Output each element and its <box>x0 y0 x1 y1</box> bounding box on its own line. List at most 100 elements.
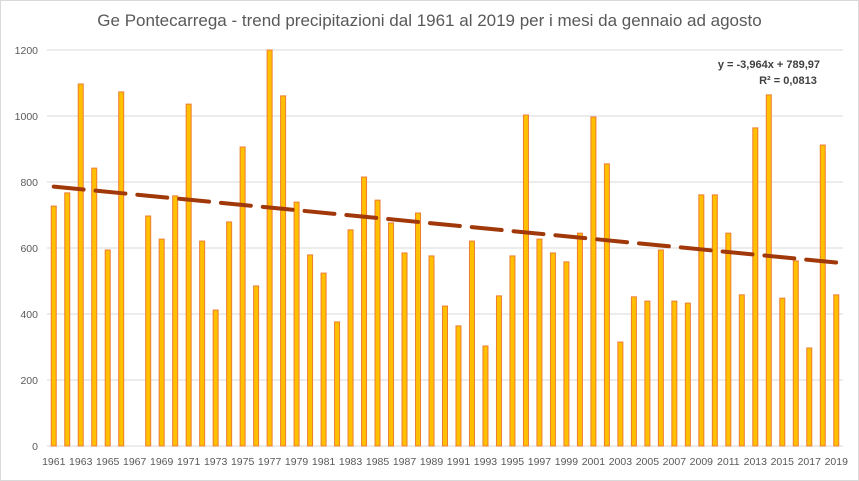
trendline-r2: R² = 0,0813 <box>759 75 817 87</box>
x-tick-label: 1975 <box>231 456 255 468</box>
bar-2009 <box>698 194 705 447</box>
x-tick-label: 1971 <box>177 456 201 468</box>
x-tick-label: 1965 <box>96 456 120 468</box>
bar-2000 <box>576 232 583 447</box>
bar-1992 <box>468 240 475 447</box>
bar-1969 <box>158 238 165 447</box>
x-tick-label: 1997 <box>528 456 552 468</box>
x-tick-label: 2005 <box>636 456 660 468</box>
x-axis-ticks: 1961 1963 1965 1967 1969 1971 1973 1975 1977 1979… <box>42 456 848 468</box>
bar-1974 <box>226 221 233 447</box>
y-tick-label: 0 <box>32 441 38 453</box>
y-tick-label: 600 <box>20 243 38 255</box>
bar-2007 <box>671 300 678 447</box>
x-tick-label: 2009 <box>690 456 714 468</box>
x-tick-label: 1973 <box>204 456 228 468</box>
bar-1966 <box>118 91 125 447</box>
bar-1983 <box>347 229 354 447</box>
x-tick-label: 1963 <box>69 456 93 468</box>
x-tick-label: 1979 <box>285 456 309 468</box>
x-tick-label: 1967 <box>123 456 147 468</box>
bar-2016 <box>792 260 799 447</box>
y-tick-label: 800 <box>20 177 38 189</box>
bar-1997 <box>536 238 543 447</box>
x-tick-label: 1981 <box>312 456 336 468</box>
bar-1980 <box>307 254 314 447</box>
bar-1982 <box>334 321 341 447</box>
bar-1995 <box>509 255 516 447</box>
y-tick-label: 200 <box>20 375 38 387</box>
x-tick-label: 2013 <box>744 456 768 468</box>
bars <box>50 49 840 447</box>
bar-1972 <box>199 240 206 447</box>
bar-1963 <box>77 83 84 447</box>
y-tick-label: 400 <box>20 309 38 321</box>
bar-1990 <box>442 305 448 447</box>
x-tick-label: 1977 <box>258 456 282 468</box>
bar-2019 <box>833 294 840 447</box>
x-tick-label: 1989 <box>420 456 444 468</box>
x-tick-label: 1987 <box>393 456 417 468</box>
x-tick-label: 2003 <box>609 456 633 468</box>
bar-2013 <box>752 127 759 447</box>
chart-title: Ge Pontecarrega - trend precipitazioni d… <box>97 11 762 30</box>
bar-1988 <box>415 212 422 447</box>
y-tick-label: 1000 <box>15 111 39 123</box>
bar-2005 <box>644 300 651 447</box>
bar-1978 <box>280 95 287 447</box>
bar-1971 <box>185 103 192 447</box>
bar-1993 <box>482 345 489 447</box>
x-tick-label: 1961 <box>42 456 66 468</box>
x-tick-label: 2019 <box>825 456 849 468</box>
bar-2001 <box>590 116 597 447</box>
bar-2011 <box>725 232 732 447</box>
bar-1977 <box>266 49 273 447</box>
x-tick-label: 2001 <box>582 456 606 468</box>
trendline <box>51 184 839 265</box>
bar-2018 <box>819 144 826 447</box>
x-tick-label: 2007 <box>663 456 687 468</box>
bar-2015 <box>779 297 786 447</box>
y-tick-label: 1200 <box>15 45 39 57</box>
bar-1998 <box>549 252 556 447</box>
bar-1996 <box>522 114 529 447</box>
bar-1986 <box>388 222 395 447</box>
x-tick-label: 1999 <box>555 456 579 468</box>
bar-1961 <box>50 205 57 447</box>
bar-1973 <box>212 309 219 447</box>
bar-1970 <box>172 195 179 447</box>
bar-1976 <box>253 285 260 447</box>
x-tick-label: 1983 <box>339 456 363 468</box>
bar-1994 <box>495 295 502 447</box>
bar-1999 <box>563 261 570 447</box>
bar-2014 <box>765 94 772 447</box>
bar-2017 <box>806 347 813 447</box>
bar-1991 <box>455 325 462 447</box>
bar-1962 <box>64 192 71 447</box>
bar-2012 <box>738 294 745 447</box>
x-tick-label: 1993 <box>474 456 498 468</box>
x-tick-label: 1991 <box>447 456 471 468</box>
bar-1985 <box>374 199 381 447</box>
bar-1984 <box>361 176 368 447</box>
bar-1968 <box>145 215 152 447</box>
bar-2002 <box>603 163 610 447</box>
bar-2010 <box>711 194 718 447</box>
bar-2008 <box>684 302 691 447</box>
linear-trendline <box>51 184 839 265</box>
y-axis-ticks: 0 200 400 600 800 1000 1200 <box>15 45 39 453</box>
bar-1965 <box>104 249 111 447</box>
x-tick-label: 2017 <box>798 456 822 468</box>
x-tick-label: 2011 <box>717 456 740 468</box>
bar-1964 <box>91 167 98 447</box>
x-tick-label: 1995 <box>501 456 525 468</box>
bar-1987 <box>401 252 408 447</box>
bar-1981 <box>320 272 327 447</box>
bar-1975 <box>239 146 246 447</box>
bar-1979 <box>293 201 300 447</box>
trendline-equation: y = -3,964x + 789,97 <box>718 59 820 71</box>
x-tick-label: 1969 <box>150 456 174 468</box>
bar-2003 <box>617 341 624 447</box>
x-tick-label: 1985 <box>366 456 390 468</box>
